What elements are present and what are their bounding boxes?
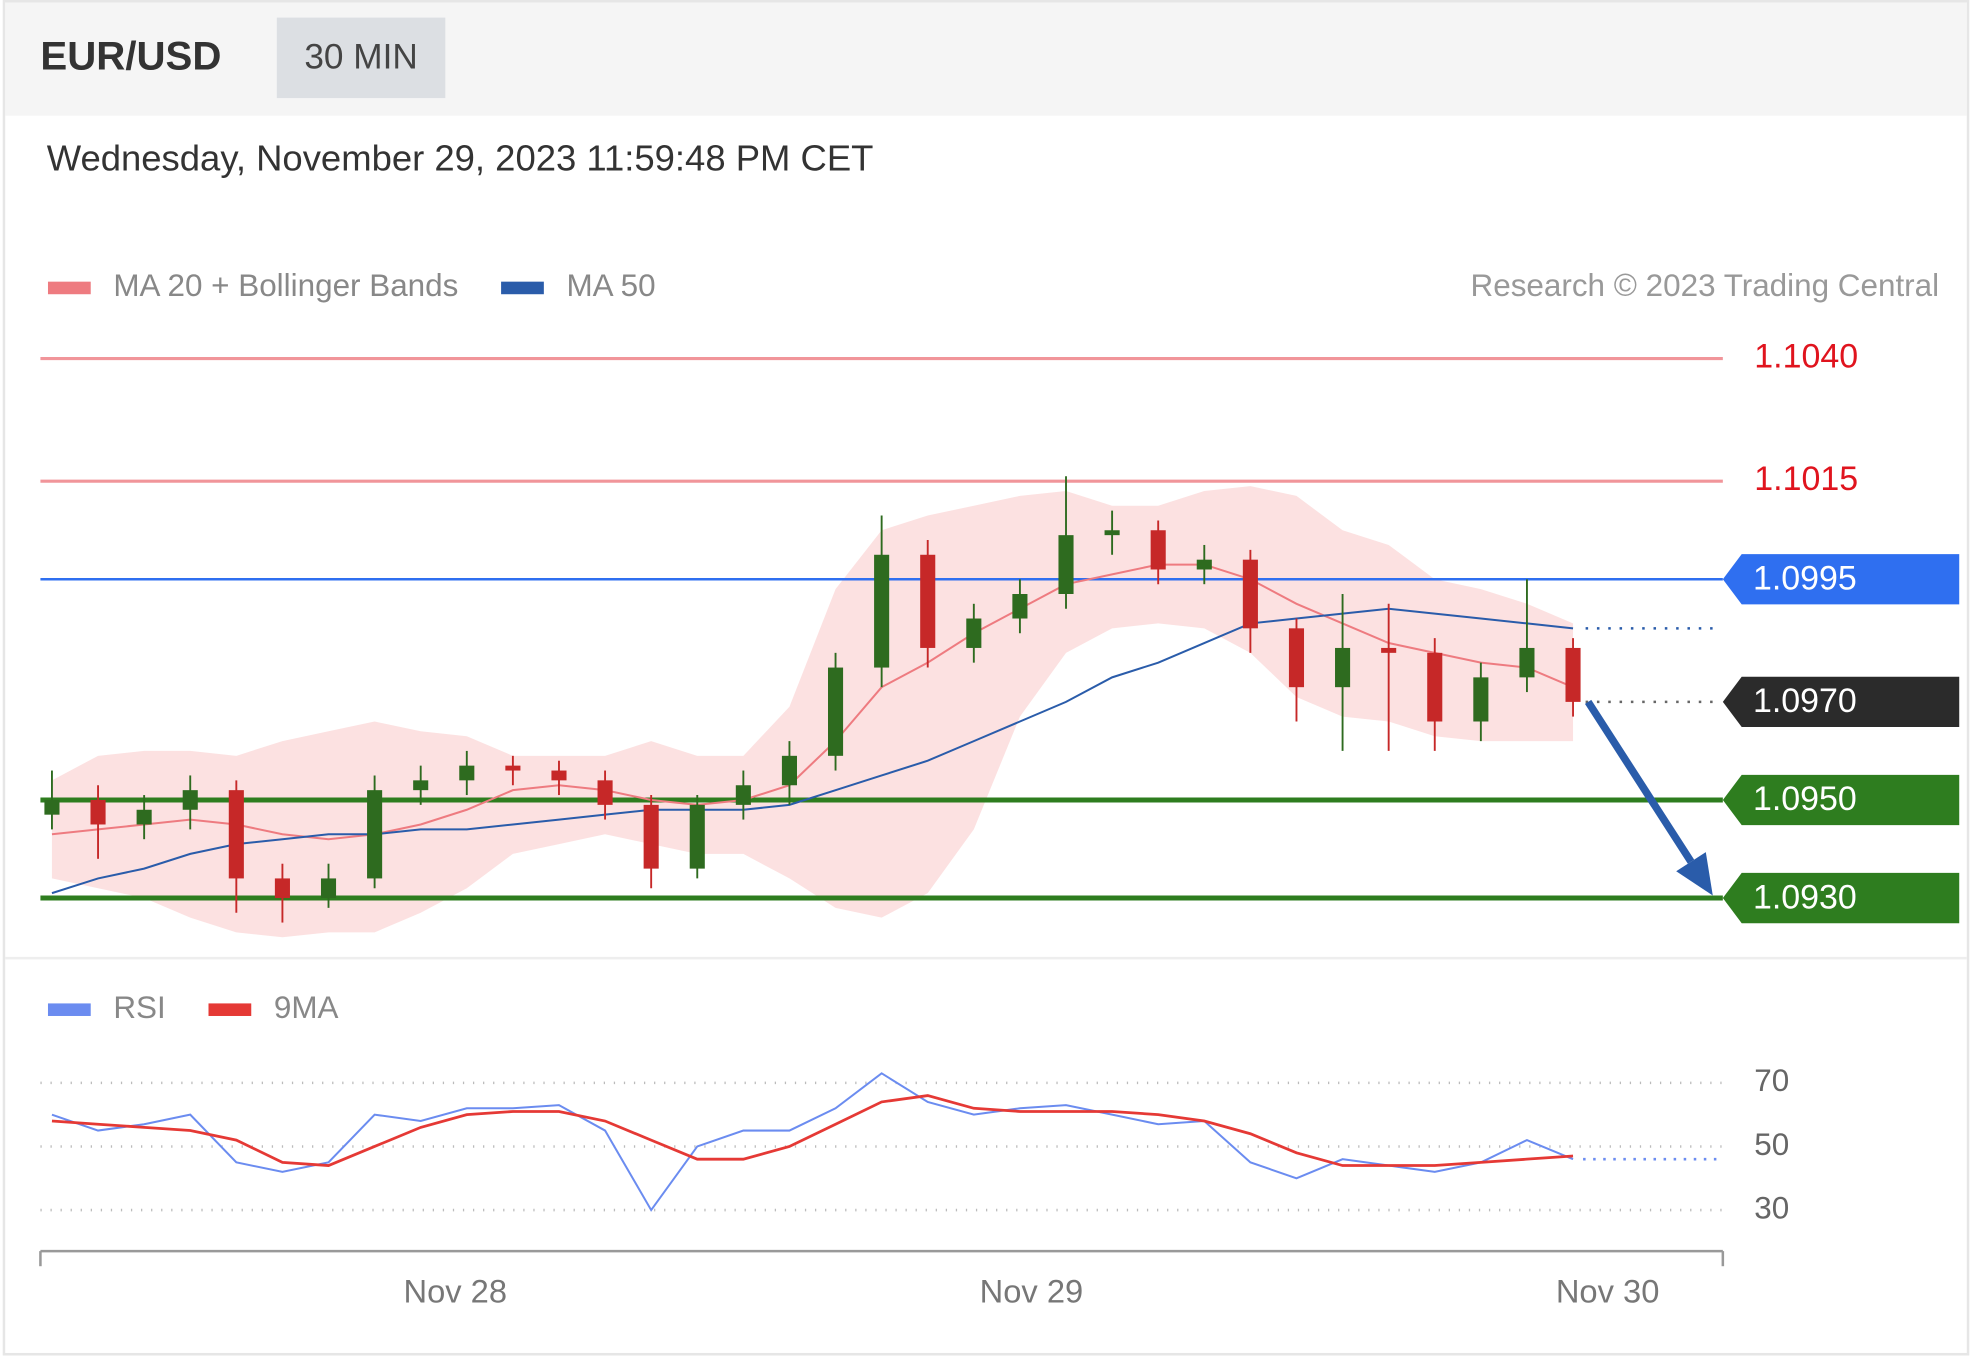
level-label: 1.1015	[1754, 460, 1858, 498]
candle-body	[1104, 530, 1120, 536]
candle-body	[1012, 593, 1028, 619]
level-label: 1.0995	[1753, 560, 1857, 598]
moving-average	[51, 607, 1574, 895]
candle-body	[1058, 535, 1074, 594]
level-label: 1.0950	[1753, 780, 1857, 818]
legend-label: MA 50	[566, 268, 655, 303]
legend-swatch	[47, 281, 91, 295]
candle-body	[182, 790, 198, 810]
x-tick-label: Nov 28	[403, 1273, 507, 1310]
candle-body	[320, 878, 337, 899]
level-badge	[1722, 774, 1960, 826]
rsi-panel: RSI 9MA 30 50 70 Nov 28 Nov 29 Nov 30	[39, 990, 1789, 1310]
candle-body	[1335, 647, 1351, 688]
level-label: 1.0970	[1753, 682, 1857, 720]
candle-body	[1381, 647, 1397, 653]
y-tick-label: 70	[1754, 1063, 1789, 1098]
legend-label: 9MA	[274, 990, 339, 1025]
level-label: 1.0930	[1753, 878, 1857, 916]
line-series	[51, 1072, 1574, 1212]
x-tick-label: Nov 29	[980, 1273, 1084, 1310]
y-tick-label: 50	[1754, 1127, 1789, 1162]
candle-body	[966, 618, 982, 648]
level-badge	[1722, 676, 1960, 728]
candle-body	[1150, 530, 1166, 570]
candle-body	[1196, 559, 1212, 570]
legend-swatch	[47, 1003, 91, 1016]
candle-body	[1288, 628, 1305, 688]
candle-body	[874, 554, 890, 668]
credit: Research © 2023 Trading Central	[1471, 268, 1940, 303]
interval[interactable]: 30 MIN	[304, 37, 417, 76]
level-badge	[1722, 554, 1960, 605]
symbol: EUR/USD	[40, 34, 221, 79]
price-panel: MA 20 + Bollinger Bands MA 50 1.1040 1.1015…	[40, 268, 1960, 938]
candle-body	[735, 785, 751, 805]
candle-body	[1565, 647, 1581, 702]
candle-body	[689, 804, 705, 869]
candle-body	[367, 790, 383, 879]
x-tick-label: Nov 30	[1556, 1273, 1660, 1310]
candle-body	[1519, 647, 1535, 678]
candle-body	[1473, 677, 1489, 722]
forecast-arrow	[1584, 699, 1695, 864]
interval-box[interactable]	[276, 17, 446, 99]
candle-body	[1427, 652, 1443, 722]
candle-body	[920, 554, 936, 648]
candle-body	[551, 770, 567, 781]
candle-body	[827, 667, 844, 756]
bollinger-band	[51, 486, 1574, 938]
candle-body	[505, 765, 521, 771]
candle-body	[228, 790, 244, 879]
candle-body	[136, 809, 152, 825]
candle-body	[597, 780, 613, 805]
candle-body	[274, 878, 290, 899]
level-badge	[1722, 872, 1960, 924]
line-series	[51, 1094, 1574, 1167]
legend-label: MA 20 + Bollinger Bands	[113, 268, 458, 303]
candle-body	[459, 765, 475, 781]
legend-swatch	[208, 1003, 252, 1016]
level-label: 1.1040	[1754, 338, 1858, 376]
candle-body	[1242, 559, 1258, 629]
candle-body	[413, 780, 429, 791]
timestamp: Wednesday, November 29, 2023 11:59:48 PM…	[47, 138, 874, 179]
candle-body	[643, 804, 659, 869]
candle-body	[781, 755, 797, 786]
candle-body	[44, 799, 60, 815]
forecast-arrowhead	[1676, 852, 1713, 896]
legend-swatch	[501, 281, 544, 295]
y-tick-label: 30	[1754, 1190, 1789, 1225]
candle-body	[90, 799, 106, 825]
legend-label: RSI	[113, 990, 165, 1025]
